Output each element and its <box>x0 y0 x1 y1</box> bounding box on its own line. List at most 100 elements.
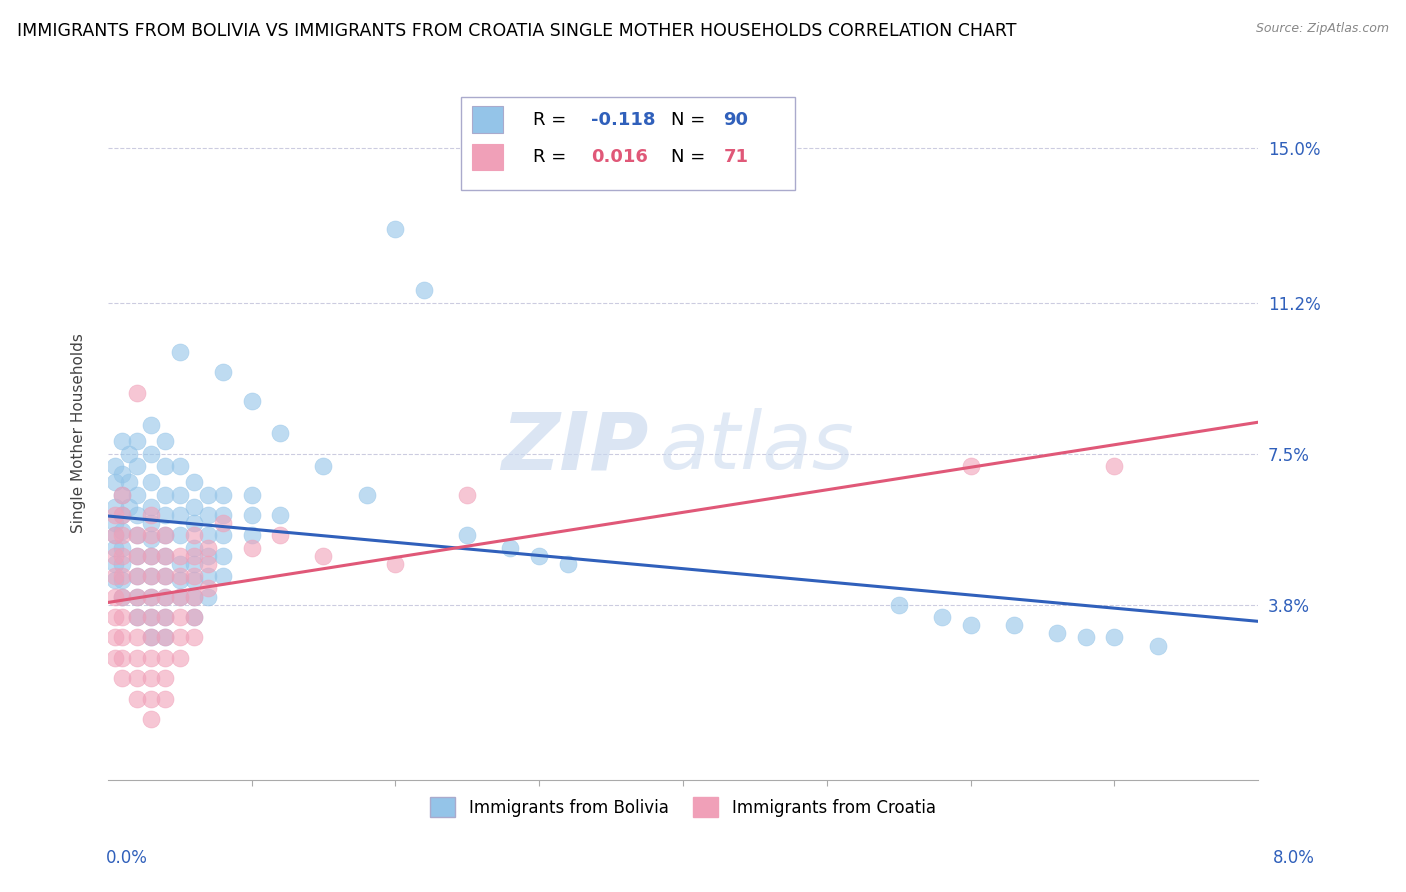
Point <box>183 574 205 588</box>
Point <box>111 487 134 501</box>
Point <box>111 541 134 555</box>
Point <box>1002 618 1025 632</box>
Point <box>1146 639 1168 653</box>
Point <box>155 691 177 706</box>
Point <box>139 549 162 563</box>
Point <box>155 650 177 665</box>
Point <box>169 569 191 583</box>
Point <box>111 590 134 604</box>
Point <box>183 610 205 624</box>
Point <box>155 590 177 604</box>
Point <box>125 691 148 706</box>
Point <box>269 528 291 542</box>
Point <box>183 549 205 563</box>
Point <box>125 528 148 542</box>
Point <box>211 528 233 542</box>
Point <box>104 650 127 665</box>
Point <box>183 528 205 542</box>
Point <box>111 590 134 604</box>
Y-axis label: Single Mother Households: Single Mother Households <box>72 334 86 533</box>
Point <box>139 650 162 665</box>
Point <box>197 582 219 596</box>
Point <box>104 569 127 583</box>
Point <box>269 508 291 522</box>
Point <box>959 618 981 632</box>
Point <box>111 671 134 685</box>
Point <box>169 528 191 542</box>
Point <box>499 541 522 555</box>
Text: 0.0%: 0.0% <box>105 849 148 867</box>
Point <box>104 541 127 555</box>
Point <box>111 574 134 588</box>
Point <box>111 508 134 522</box>
Point <box>169 508 191 522</box>
Point <box>111 524 134 539</box>
Point <box>169 590 191 604</box>
Bar <box>472 106 503 133</box>
Legend: Immigrants from Bolivia, Immigrants from Croatia: Immigrants from Bolivia, Immigrants from… <box>423 790 942 824</box>
Point <box>139 528 162 542</box>
Point <box>183 569 205 583</box>
Point <box>169 574 191 588</box>
Point <box>118 447 141 461</box>
Point <box>139 712 162 726</box>
Point <box>456 487 478 501</box>
Point <box>1104 631 1126 645</box>
Point <box>125 569 148 583</box>
Point <box>125 590 148 604</box>
Point <box>169 344 191 359</box>
Point <box>155 458 177 473</box>
Point <box>356 487 378 501</box>
Point <box>139 671 162 685</box>
Point <box>211 365 233 379</box>
Point <box>183 590 205 604</box>
Point <box>197 557 219 571</box>
Point <box>155 671 177 685</box>
Point <box>155 487 177 501</box>
Point <box>183 631 205 645</box>
Point <box>240 487 263 501</box>
Text: 8.0%: 8.0% <box>1272 849 1315 867</box>
Text: Source: ZipAtlas.com: Source: ZipAtlas.com <box>1256 22 1389 36</box>
Point <box>104 458 127 473</box>
Point <box>240 508 263 522</box>
Point <box>125 458 148 473</box>
Point <box>1104 458 1126 473</box>
Point <box>169 487 191 501</box>
Point <box>104 528 127 542</box>
Point <box>125 528 148 542</box>
Point <box>197 541 219 555</box>
Point <box>155 610 177 624</box>
Point <box>197 528 219 542</box>
Point <box>169 610 191 624</box>
Point <box>104 475 127 490</box>
Point <box>197 487 219 501</box>
Point <box>155 590 177 604</box>
Point <box>118 500 141 514</box>
Point <box>111 569 134 583</box>
Point <box>155 631 177 645</box>
Point <box>111 528 134 542</box>
Point <box>104 557 127 571</box>
Bar <box>472 144 503 170</box>
Point <box>118 475 141 490</box>
Point <box>139 569 162 583</box>
Point <box>125 590 148 604</box>
Point <box>125 671 148 685</box>
Point <box>211 549 233 563</box>
Point <box>211 569 233 583</box>
Point <box>111 610 134 624</box>
Point <box>183 610 205 624</box>
Point <box>104 549 127 563</box>
Point <box>111 487 134 501</box>
Point <box>125 434 148 449</box>
Point <box>155 508 177 522</box>
Point <box>111 549 134 563</box>
Point <box>125 610 148 624</box>
Point <box>155 434 177 449</box>
Point <box>413 284 436 298</box>
Point <box>104 590 127 604</box>
Point <box>931 610 953 624</box>
Point <box>169 590 191 604</box>
Point <box>959 458 981 473</box>
